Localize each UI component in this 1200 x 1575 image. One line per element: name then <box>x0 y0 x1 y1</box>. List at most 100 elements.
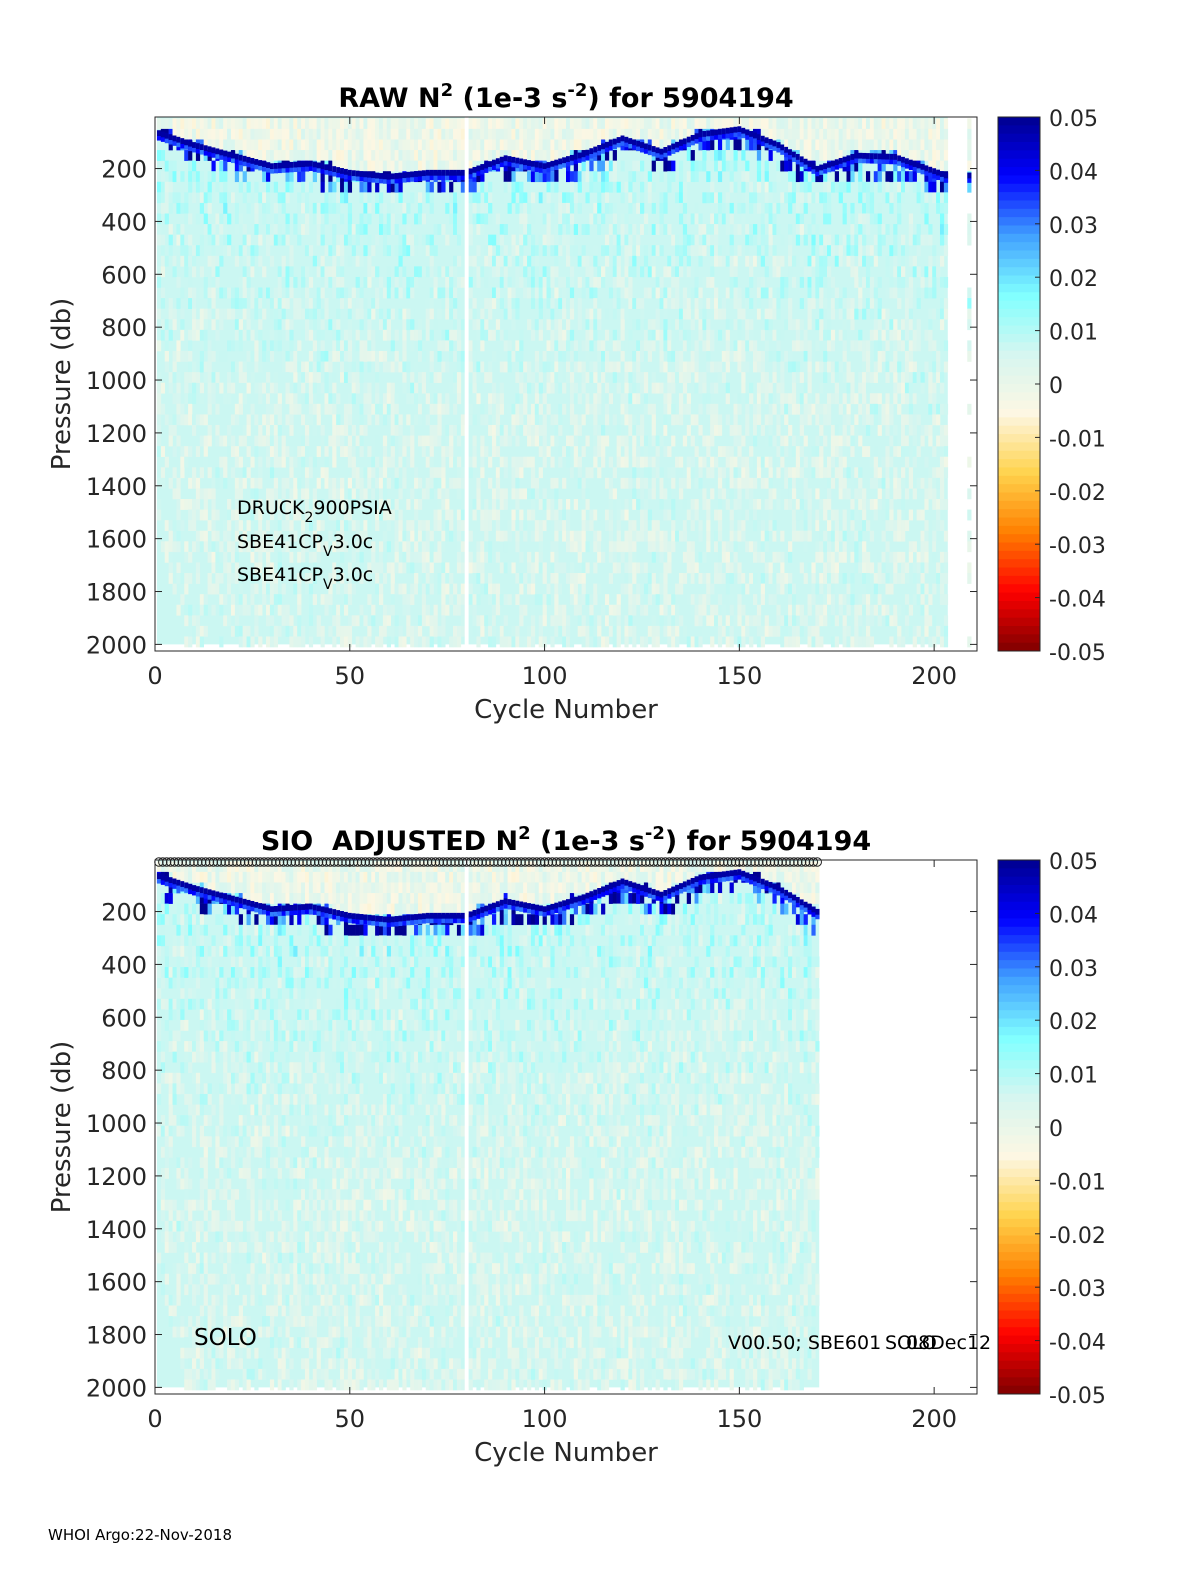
raw-heatmap-cell <box>195 446 201 457</box>
raw-heatmap-cell <box>238 329 243 341</box>
raw-heatmap-cell <box>453 128 458 140</box>
raw-heatmap-cell <box>347 128 353 140</box>
raw-heatmap-cell <box>717 467 723 479</box>
raw-heatmap-cell <box>729 456 734 468</box>
raw-heatmap-cell <box>729 562 734 574</box>
raw-heatmap-cell <box>604 361 610 373</box>
raw-heatmap-cell <box>515 163 520 169</box>
raw-heatmap-cell <box>406 625 411 637</box>
raw-heatmap-cell <box>749 636 754 648</box>
raw-heatmap-cell <box>655 382 660 394</box>
raw-heatmap-cell <box>394 583 399 595</box>
raw-heatmap-cell <box>776 266 781 278</box>
raw-heatmap-cell <box>554 414 559 426</box>
raw-heatmap-cell <box>199 414 204 426</box>
raw-heatmap-cell <box>180 202 185 214</box>
raw-heatmap-cell <box>324 382 329 394</box>
raw-heatmap-cell <box>589 319 594 331</box>
raw-heatmap-cell <box>308 372 314 383</box>
raw-heatmap-cell <box>230 202 236 214</box>
raw-heatmap-cell <box>363 234 368 246</box>
raw-heatmap-cell <box>172 266 177 278</box>
raw-heatmap-cell <box>304 213 310 225</box>
raw-heatmap-cell <box>741 604 746 616</box>
raw-heatmap-cell <box>558 403 563 415</box>
raw-heatmap-cell <box>285 213 290 225</box>
raw-heatmap-cell <box>219 350 224 362</box>
raw-heatmap-cell <box>363 467 368 479</box>
raw-heatmap-cell <box>316 118 321 130</box>
raw-heatmap-cell <box>398 424 403 436</box>
raw-heatmap-cell <box>359 308 364 320</box>
raw-heatmap-cell <box>647 144 653 151</box>
raw-heatmap-cell <box>336 276 341 288</box>
raw-heatmap-cell <box>266 636 271 648</box>
raw-heatmap-cell <box>573 594 578 606</box>
raw-heatmap-cell <box>597 541 602 553</box>
raw-heatmap-cell <box>230 625 236 637</box>
raw-heatmap-cell <box>636 530 641 542</box>
raw-heatmap-cell <box>663 530 668 542</box>
raw-heatmap-cell <box>706 467 711 479</box>
raw-heatmap-cell <box>188 340 193 352</box>
raw-heatmap-cell <box>604 147 610 153</box>
raw-heatmap-cell <box>628 128 633 140</box>
raw-heatmap-cell <box>776 308 781 320</box>
raw-heatmap-cell <box>453 583 458 595</box>
raw-heatmap-cell <box>569 308 575 320</box>
raw-heatmap-cell <box>223 435 228 447</box>
raw-heatmap-cell <box>620 160 625 172</box>
raw-heatmap-cell <box>449 298 454 309</box>
raw-heatmap-cell <box>581 446 586 457</box>
raw-heatmap-cell <box>772 181 777 193</box>
raw-heatmap-cell <box>316 520 321 532</box>
raw-heatmap-cell <box>172 255 177 267</box>
raw-heatmap-cell <box>628 276 633 288</box>
raw-heatmap-cell <box>227 498 232 510</box>
raw-heatmap-cell <box>632 160 637 172</box>
raw-heatmap-cell <box>468 181 473 193</box>
raw-heatmap-cell <box>301 382 306 394</box>
raw-heatmap-cell <box>768 625 773 637</box>
raw-heatmap-cell <box>184 118 189 130</box>
raw-heatmap-cell <box>304 245 310 257</box>
raw-heatmap-cell <box>285 224 290 235</box>
raw-heatmap-cell <box>390 192 395 204</box>
raw-heatmap-cell <box>725 118 730 130</box>
raw-heatmap-cell <box>281 202 286 214</box>
raw-heatmap-cell <box>542 520 547 532</box>
raw-heatmap-cell <box>234 446 240 457</box>
raw-heatmap-cell <box>733 498 738 510</box>
raw-heatmap-cell <box>768 414 773 426</box>
raw-heatmap-cell <box>211 160 216 172</box>
raw-heatmap-cell <box>542 276 547 288</box>
raw-heatmap-cell <box>340 276 345 288</box>
raw-heatmap-cell <box>445 488 450 500</box>
raw-heatmap-cell <box>234 456 240 468</box>
raw-heatmap-cell <box>304 139 310 151</box>
raw-heatmap-cell <box>577 118 582 130</box>
raw-heatmap-cell <box>219 456 224 468</box>
raw-heatmap-cell <box>211 509 216 521</box>
raw-heatmap-cell <box>678 145 684 151</box>
raw-heatmap-cell <box>542 573 547 584</box>
raw-heatmap-cell <box>589 403 594 415</box>
raw-heatmap-cell <box>293 224 298 235</box>
raw-heatmap-cell <box>752 350 758 362</box>
raw-heatmap-cell <box>616 181 621 193</box>
raw-heatmap-cell <box>254 245 259 257</box>
raw-heatmap-cell <box>678 456 684 468</box>
raw-heatmap-cell <box>612 361 617 373</box>
raw-heatmap-cell <box>710 424 715 436</box>
raw-heatmap-cell <box>211 153 216 158</box>
raw-heatmap-cell <box>402 446 407 457</box>
raw-heatmap-cell <box>721 435 727 447</box>
raw-heatmap-cell <box>359 171 364 178</box>
raw-heatmap-cell <box>721 255 727 267</box>
raw-heatmap-cell <box>421 435 427 447</box>
raw-heatmap-cell <box>215 181 220 193</box>
raw-heatmap-cell <box>254 509 259 521</box>
raw-heatmap-cell <box>667 118 672 130</box>
raw-heatmap-cell <box>682 520 688 532</box>
raw-heatmap-cell <box>460 551 466 563</box>
